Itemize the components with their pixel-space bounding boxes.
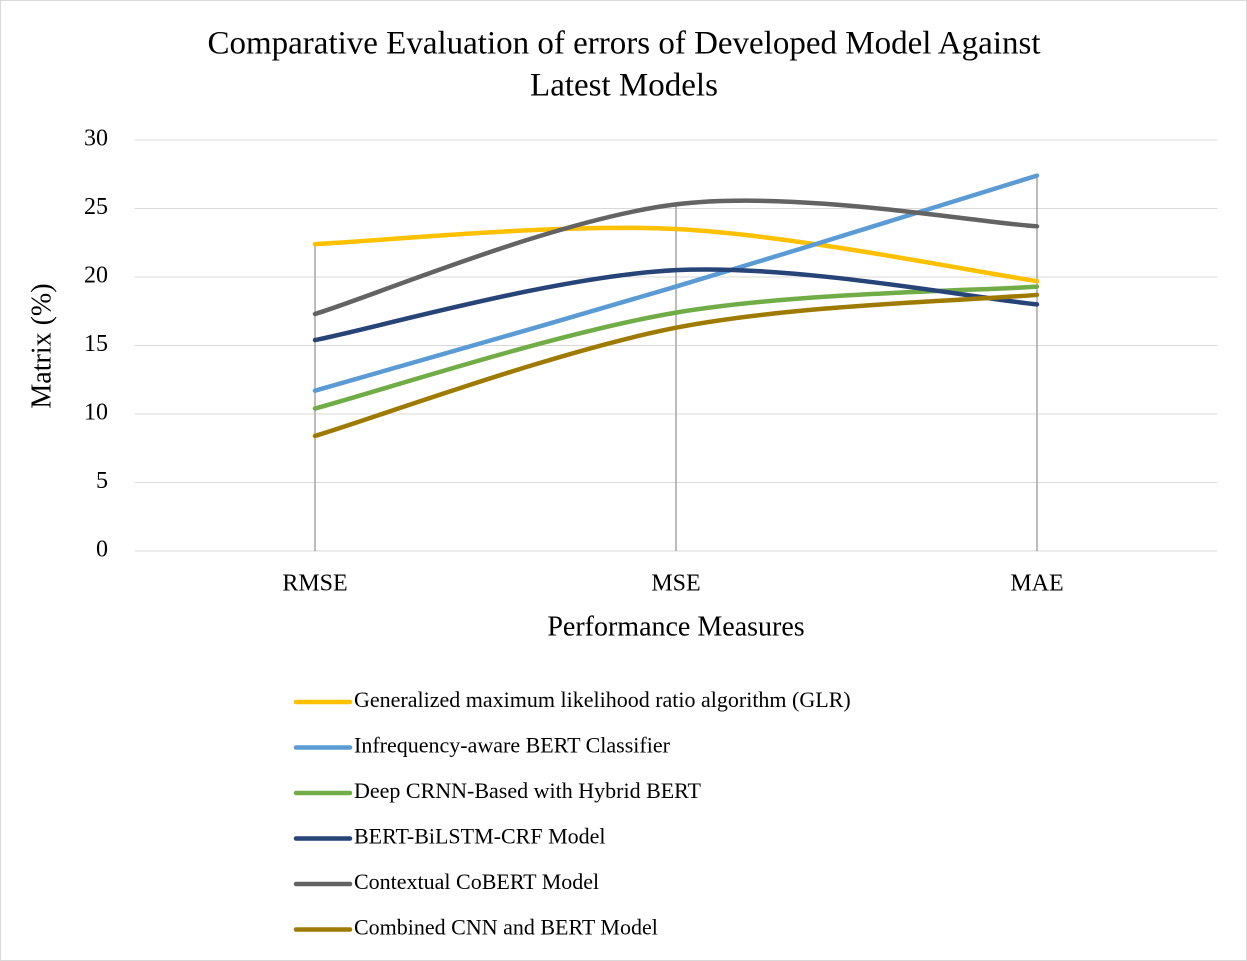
legend-label: Infrequency-aware BERT Classifier — [354, 733, 671, 758]
y-tick-label: 10 — [84, 400, 108, 426]
y-tick-label: 25 — [84, 194, 108, 220]
legend-label: Generalized maximum likelihood ratio alg… — [354, 687, 851, 712]
legend-label: Contextual CoBERT Model — [354, 869, 599, 894]
x-tick-label: RMSE — [282, 571, 347, 597]
chart-title: Comparative Evaluation of errors of Deve… — [207, 26, 1040, 62]
series-line — [312, 292, 1040, 439]
y-tick-label: 20 — [84, 263, 108, 289]
legend-label: BERT-BiLSTM-CRF Model — [354, 824, 606, 849]
series-line — [312, 198, 1040, 317]
x-tick-label: MSE — [651, 571, 700, 597]
series-line — [312, 173, 1040, 393]
legend-label: Combined CNN and BERT Model — [354, 915, 658, 940]
chart-title: Latest Models — [530, 68, 718, 104]
y-tick-label: 15 — [84, 331, 108, 357]
y-tick-label: 0 — [96, 537, 108, 563]
y-tick-label: 30 — [84, 126, 108, 152]
x-axis-title: Performance Measures — [547, 611, 804, 642]
y-axis-title: Matrix (%) — [26, 283, 57, 408]
series-line — [312, 225, 1040, 284]
y-tick-label: 5 — [96, 468, 108, 494]
x-tick-label: MAE — [1010, 571, 1063, 597]
series-line — [312, 267, 1040, 343]
legend-label: Deep CRNN-Based with Hybrid BERT — [354, 778, 702, 803]
